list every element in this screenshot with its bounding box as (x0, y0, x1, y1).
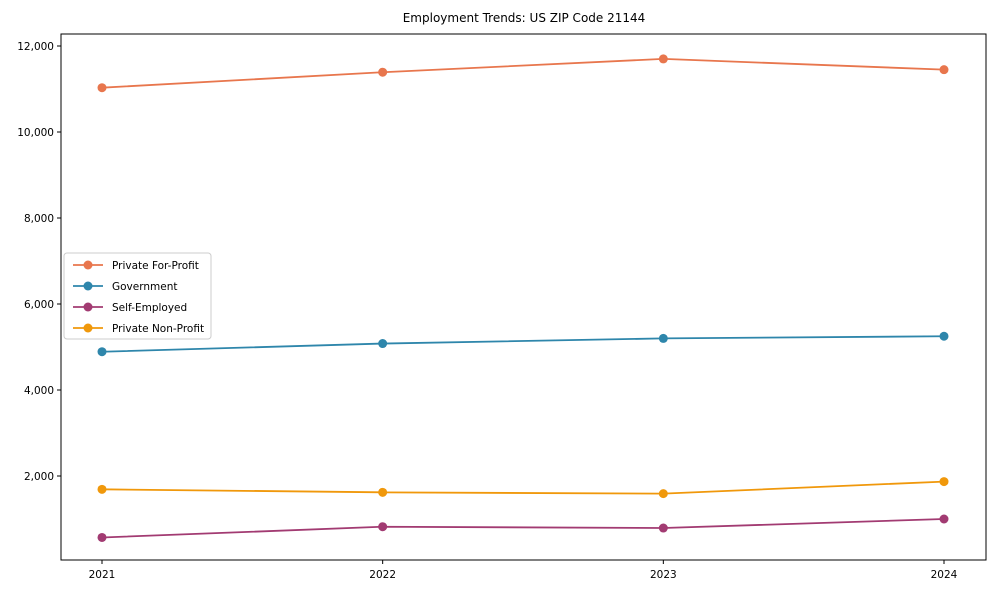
series-line-government (101, 335, 945, 353)
data-point-private-for-profit (658, 54, 668, 64)
x-tick-label: 2022 (369, 569, 396, 581)
legend-label: Private For-Profit (112, 260, 199, 272)
data-point-private-for-profit (97, 83, 107, 93)
y-tick-label: 6,000 (24, 299, 54, 311)
y-tick-label: 10,000 (17, 127, 54, 139)
data-point-private-non-profit (97, 484, 107, 494)
legend-label: Self-Employed (112, 302, 187, 314)
x-tick-label: 2023 (650, 569, 677, 581)
series-line-private-non-profit (101, 480, 945, 495)
data-point-government (97, 347, 107, 357)
legend-item-self-employed: Self-Employed (73, 302, 187, 314)
legend-label: Government (112, 281, 177, 293)
series-line-private-for-profit (101, 57, 945, 89)
y-tick-label: 12,000 (17, 41, 54, 53)
legend-marker (83, 302, 93, 312)
data-point-self-employed (97, 532, 107, 542)
data-point-private-non-profit (658, 489, 668, 499)
data-point-self-employed (378, 522, 388, 532)
legend-box (63, 252, 212, 340)
data-point-private-non-profit (378, 487, 388, 497)
data-point-government (939, 331, 949, 341)
series-line-self-employed (101, 518, 945, 539)
y-tick-label: 4,000 (24, 385, 54, 397)
plot-area (60, 33, 987, 561)
data-point-government (378, 339, 388, 349)
legend-marker (83, 323, 93, 333)
x-tick-label: 2024 (931, 569, 958, 581)
legend: Private For-Profit Government Self-Employe… (63, 252, 212, 340)
data-point-self-employed (939, 514, 949, 524)
legend-item-private-non-profit: Private Non-Profit (73, 323, 204, 335)
data-point-private-for-profit (378, 67, 388, 77)
x-tick-label: 2021 (89, 569, 116, 581)
legend-marker (83, 281, 93, 291)
chart-title: Employment Trends: US ZIP Code 21144 (402, 11, 646, 25)
legend-item-government: Government (73, 281, 177, 293)
data-point-private-for-profit (939, 65, 949, 75)
data-point-government (658, 333, 668, 343)
y-tick-label: 8,000 (24, 213, 54, 225)
legend-marker (83, 260, 93, 270)
y-tick-label: 2,000 (24, 471, 54, 483)
data-point-private-non-profit (939, 477, 949, 487)
data-point-self-employed (658, 523, 668, 533)
legend-item-private-for-profit: Private For-Profit (73, 260, 199, 272)
legend-label: Private Non-Profit (112, 323, 204, 335)
